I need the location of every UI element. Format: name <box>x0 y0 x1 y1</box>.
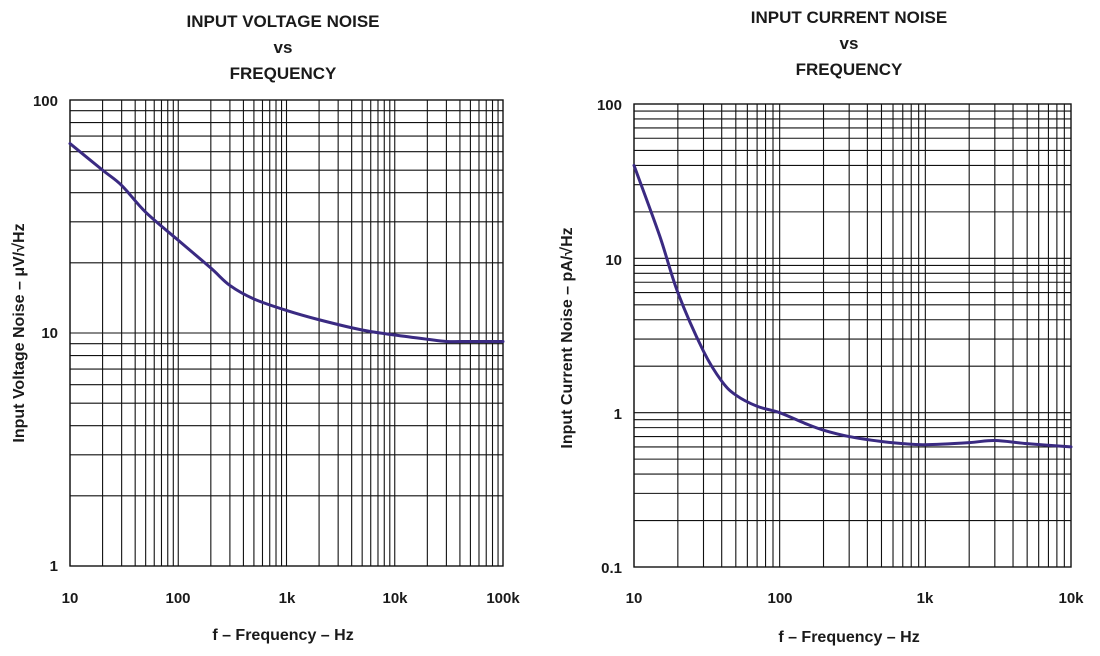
x-tick-label: 100 <box>165 590 190 607</box>
x-tick-label: 10k <box>382 590 408 607</box>
current-grid <box>633 104 1071 568</box>
voltage-noise-curve <box>68 142 505 344</box>
y-tick-label: 100 <box>33 93 58 110</box>
voltage-plot-frame <box>69 99 504 567</box>
x-tick-label: 100 <box>767 590 792 607</box>
chart-title-line-3: FREQUENCY <box>796 60 903 79</box>
chart-title-line-2: vs <box>840 34 859 53</box>
y-axis-label: Input Current Noise – pA/√Hz <box>559 227 576 448</box>
y-tick-label: 1 <box>614 406 622 423</box>
x-axis-label: f – Frequency – Hz <box>778 629 919 646</box>
chart-title-line-3: FREQUENCY <box>230 64 337 83</box>
y-tick-label: 10 <box>41 325 58 342</box>
voltage-grid <box>69 100 503 567</box>
y-tick-label: 100 <box>597 97 622 114</box>
voltage-noise-chart: INPUT VOLTAGE NOISE vs FREQUENCY 10 100 … <box>11 12 520 644</box>
x-tick-label: 1k <box>917 590 934 607</box>
y-tick-label: 0.1 <box>601 560 622 577</box>
current-noise-chart: INPUT CURRENT NOISE vs FREQUENCY 10 100 … <box>559 8 1084 646</box>
current-plot-frame <box>633 103 1072 568</box>
x-tick-label: 10k <box>1058 590 1084 607</box>
current-noise-curve <box>632 163 1073 449</box>
x-tick-label: 1k <box>279 590 296 607</box>
x-axis-label: f – Frequency – Hz <box>212 627 353 644</box>
current-tick-labels: 10 100 1k 10k 0.1 1 10 100 <box>597 97 1084 607</box>
chart-title-line-1: INPUT VOLTAGE NOISE <box>187 12 380 31</box>
chart-title-line-1: INPUT CURRENT NOISE <box>751 8 947 27</box>
x-tick-label: 10 <box>626 590 643 607</box>
voltage-tick-labels: 10 100 1k 10k 100k 1 10 100 <box>33 93 520 607</box>
y-axis-label: Input Voltage Noise – μV/√Hz <box>11 223 28 442</box>
chart-title-line-2: vs <box>274 38 293 57</box>
y-tick-label: 10 <box>605 252 622 269</box>
x-tick-label: 100k <box>486 590 520 607</box>
y-tick-label: 1 <box>50 558 58 575</box>
x-tick-label: 10 <box>62 590 79 607</box>
